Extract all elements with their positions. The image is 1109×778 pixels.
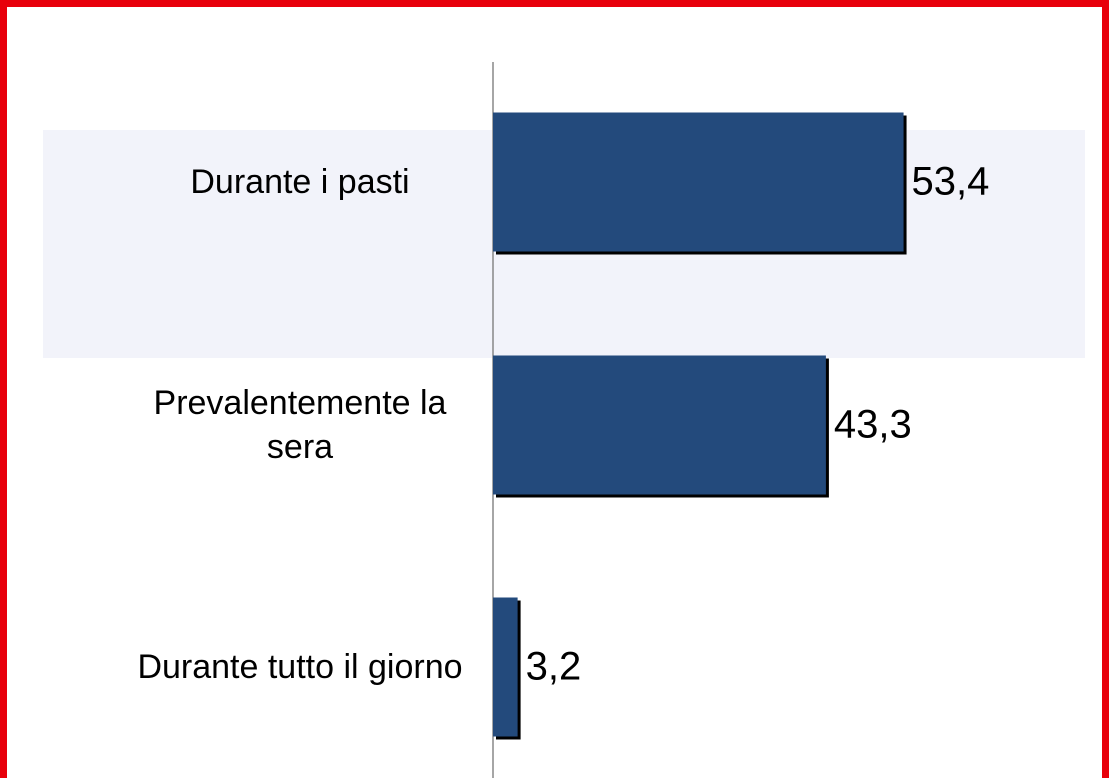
category-label: Durante i pasti	[190, 163, 410, 201]
category-label: Prevalentemente la sera	[153, 384, 447, 466]
value-label: 53,4	[912, 160, 990, 204]
category-label: Durante tutto il giorno	[137, 648, 463, 686]
bar	[493, 355, 826, 495]
value-label: 3,2	[526, 645, 582, 689]
bar	[493, 597, 518, 737]
bar	[493, 112, 904, 252]
value-label: 43,3	[834, 403, 912, 447]
